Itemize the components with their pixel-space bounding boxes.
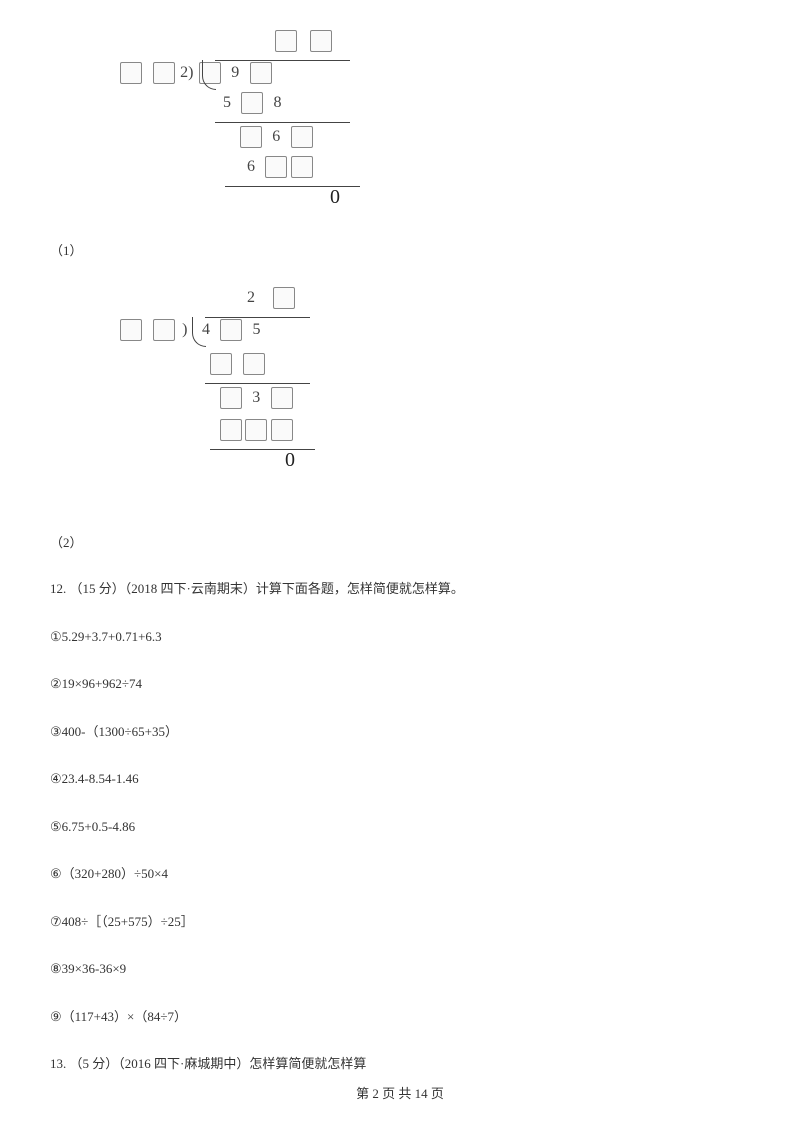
division-bar bbox=[215, 60, 350, 61]
long-division-1: 2) 9 5 8 6 6 bbox=[120, 30, 750, 230]
work-digit: 5 bbox=[216, 94, 238, 112]
long-division-2: 2 ) 4 5 bbox=[120, 287, 750, 522]
q12-item-1: ①5.29+3.7+0.71+6.3 bbox=[50, 627, 750, 647]
division-paren: 2) bbox=[178, 64, 196, 82]
q12-item-9: ⑨（117+43）×（84÷7） bbox=[50, 1007, 750, 1027]
subtraction-line bbox=[205, 383, 310, 384]
question-13: 13. （5 分）（2016 四下·麻城期中）怎样算简便就怎样算 bbox=[50, 1054, 750, 1074]
question-12-header: 12. （15 分）（2018 四下·云南期末）计算下面各题，怎样简便就怎样算。 bbox=[50, 579, 750, 599]
dividend-digit: 5 bbox=[246, 321, 268, 339]
subtraction-line bbox=[210, 449, 315, 450]
dividend-box bbox=[250, 62, 272, 84]
work-box bbox=[241, 92, 263, 114]
q12-item-5: ⑤6.75+0.5-4.86 bbox=[50, 817, 750, 837]
division-curve bbox=[192, 317, 206, 347]
dividend-digit: 9 bbox=[224, 64, 246, 82]
divisor-box bbox=[153, 62, 175, 84]
work-digit: 3 bbox=[245, 389, 267, 407]
quotient-box bbox=[275, 30, 297, 52]
work-box bbox=[291, 126, 313, 148]
work-box bbox=[271, 387, 293, 409]
q12-item-4: ④23.4-8.54-1.46 bbox=[50, 769, 750, 789]
quotient-box bbox=[273, 287, 295, 309]
q12-item-7: ⑦408÷［（25+575）÷25］ bbox=[50, 912, 750, 932]
divisor-box bbox=[120, 62, 142, 84]
work-box bbox=[220, 419, 242, 441]
quotient-box bbox=[310, 30, 332, 52]
work-box bbox=[271, 419, 293, 441]
sub-question-label-2: （2） bbox=[50, 532, 750, 551]
work-box bbox=[243, 353, 265, 375]
remainder-zero: 0 bbox=[285, 449, 295, 472]
work-digit: 8 bbox=[267, 94, 289, 112]
work-box bbox=[220, 387, 242, 409]
quotient-digit: 2 bbox=[240, 289, 262, 307]
subtraction-line bbox=[215, 122, 350, 123]
division-paren: ) bbox=[178, 321, 192, 339]
work-box bbox=[265, 156, 287, 178]
page-footer: 第 2 页 共 14 页 bbox=[0, 1083, 800, 1102]
work-box bbox=[240, 126, 262, 148]
division-bar bbox=[205, 317, 310, 318]
division-curve bbox=[202, 60, 216, 90]
work-digit: 6 bbox=[265, 128, 287, 146]
dividend-box bbox=[220, 319, 242, 341]
work-box bbox=[291, 156, 313, 178]
q12-item-2: ②19×96+962÷74 bbox=[50, 674, 750, 694]
work-box bbox=[245, 419, 267, 441]
divisor-box bbox=[120, 319, 142, 341]
q12-item-8: ⑧39×36-36×9 bbox=[50, 959, 750, 979]
sub-question-label-1: （1） bbox=[50, 240, 750, 259]
divisor-box bbox=[153, 319, 175, 341]
work-digit: 6 bbox=[240, 158, 262, 176]
q12-item-3: ③400-（1300÷65+35） bbox=[50, 722, 750, 742]
q12-item-6: ⑥（320+280）÷50×4 bbox=[50, 864, 750, 884]
remainder-zero: 0 bbox=[330, 186, 340, 209]
work-box bbox=[210, 353, 232, 375]
